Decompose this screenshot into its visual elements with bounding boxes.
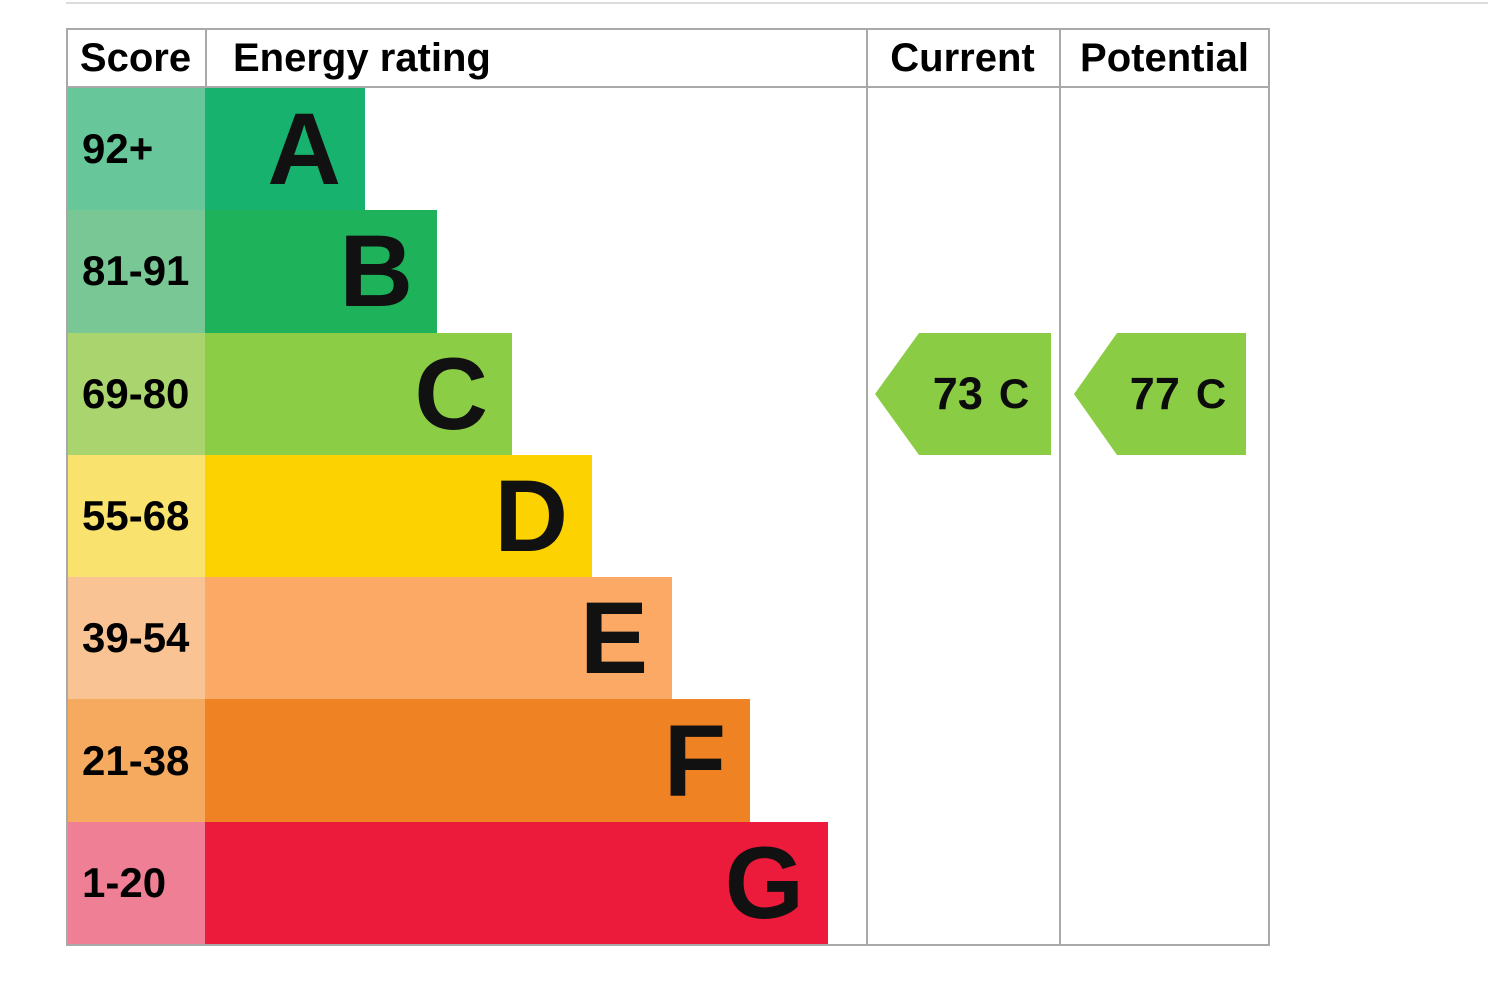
table-left-border [66,28,68,946]
table-top-border [66,28,1270,30]
current-rating-value: 73 [932,368,983,419]
band-bar-f: F [205,699,750,822]
band-bar-d: D [205,454,592,578]
top-divider-line [66,2,1488,4]
score-range-label-g: 1-20 [68,821,205,944]
epc-rating-table: Score Energy rating Current Potential 92… [66,28,1270,946]
current-potential-divider-line [1059,28,1061,946]
band-letter-e: E [579,581,648,696]
potential-column-header: Potential [1080,35,1249,80]
band-row-g: 1-20 G [68,821,1268,944]
band-row-c: 69-80 C [68,332,1268,455]
potential-rating-band: C [1195,370,1227,417]
band-letter-d: D [494,458,568,573]
score-range-label-b: 81-91 [68,210,205,333]
score-energy-divider-line [205,28,207,88]
band-bar-a: A [205,88,365,211]
band-letter-a: A [267,92,341,207]
band-row-d: 55-68 D [68,454,1268,578]
band-letter-g: G [724,825,804,940]
band-bar-b: B [205,210,437,333]
table-bottom-border [66,944,1270,946]
band-row-b: 81-91 B [68,210,1268,333]
score-range-label-c: 69-80 [68,332,205,455]
band-bar-g: G [205,821,828,944]
band-row-f: 21-38 F [68,699,1268,822]
score-column-header: Score [79,35,192,80]
header-bottom-border [66,86,1270,88]
energy-current-divider-line [866,28,868,946]
current-column-header: Current [890,35,1035,80]
band-letter-f: F [663,703,726,818]
score-range-label-e: 39-54 [68,577,205,700]
band-bar-e: E [205,577,672,700]
score-range-label-d: 55-68 [68,454,205,578]
band-letter-c: C [414,336,488,451]
energy-rating-column-header: Energy rating [233,35,491,80]
score-range-label-f: 21-38 [68,699,205,822]
score-range-label-a: 92+ [68,88,205,211]
band-row-a: 92+ A [68,88,1268,211]
potential-rating-value: 77 [1129,368,1180,419]
band-bar-c: C [205,332,512,455]
band-rows: 92+ A 81-91 B 69-80 C 55-68 D 39-54 E 21-38 F 1-20 G [68,88,1268,944]
band-row-e: 39-54 E [68,577,1268,700]
current-rating-band: C [998,370,1030,417]
table-right-border [1268,28,1270,946]
band-letter-b: B [339,214,413,329]
